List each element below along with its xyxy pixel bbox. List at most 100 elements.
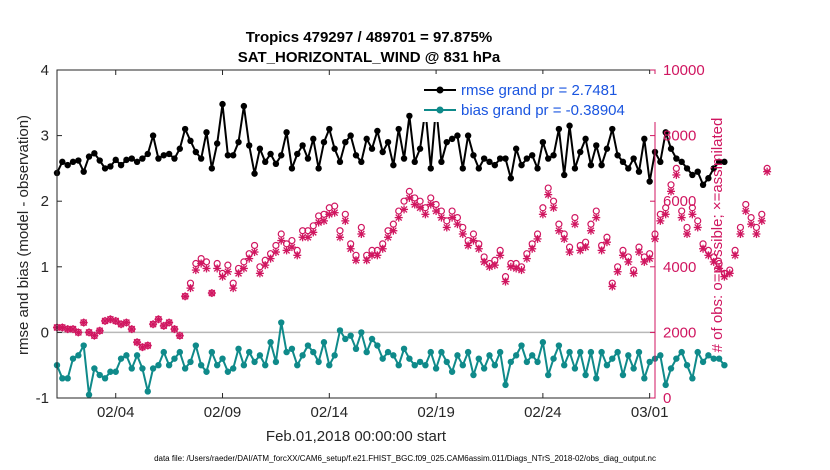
series-point-rmse [165, 150, 173, 158]
series-point-rmse [251, 170, 258, 177]
series-point-bias [523, 358, 531, 366]
obs-assimilated-point [368, 251, 377, 260]
series-point-bias [262, 362, 269, 369]
series-point-rmse [689, 171, 696, 179]
series-point-rmse [176, 145, 184, 152]
series-point-rmse [160, 152, 167, 159]
obs-assimilated-point [229, 284, 238, 293]
series-point-rmse [187, 137, 194, 145]
obs-assimilated-point [458, 230, 467, 238]
obs-assimilated-point [480, 257, 489, 266]
series-point-rmse [352, 152, 360, 159]
series-point-bias [699, 358, 707, 366]
series-point-bias [235, 345, 242, 352]
series-point-rmse [400, 155, 408, 162]
obs-assimilated-point [90, 331, 99, 340]
series-point-rmse [283, 129, 290, 136]
series-point-rmse [609, 125, 616, 133]
obs-assimilated-point [378, 244, 387, 253]
obs-assimilated-point [421, 210, 430, 219]
series-point-rmse [240, 102, 248, 110]
series-point-rmse [705, 175, 712, 182]
y-right-tick-label: 0 [663, 390, 671, 407]
y-right-tick-label: 6000 [663, 193, 696, 210]
series-point-rmse [502, 155, 509, 162]
obs-assimilated-point [394, 213, 403, 222]
series-point-bias [689, 375, 696, 382]
series-point-rmse [411, 158, 418, 166]
series-point-bias [112, 368, 119, 375]
series-point-bias [160, 348, 167, 356]
series-point-bias [384, 348, 392, 356]
series-point-rmse [582, 135, 589, 143]
series-point-rmse [96, 157, 103, 164]
series-point-rmse [598, 161, 605, 169]
obs-assimilated-point [400, 205, 409, 214]
series-point-rmse [112, 156, 119, 164]
series-point-bias [459, 362, 466, 369]
series-point-bias [395, 362, 402, 369]
series-point-rmse [384, 138, 392, 146]
series-point-bias [294, 362, 301, 369]
obs-assimilated-point [277, 236, 286, 245]
series-point-rmse [619, 158, 627, 166]
obs-assimilated-point [341, 216, 350, 225]
obs-assimilated-point [581, 243, 590, 252]
series-point-bias [272, 358, 280, 366]
series-point-rmse [518, 161, 525, 169]
y-right-tick-label: 10000 [663, 62, 705, 79]
series-point-rmse [625, 165, 632, 172]
series-point-rmse [80, 168, 87, 175]
series-point-rmse [304, 155, 312, 162]
series-point-rmse [374, 127, 381, 135]
series-point-rmse [331, 145, 338, 152]
obs-assimilated-point [362, 256, 371, 265]
obs-assimilated-point [346, 244, 355, 253]
series-point-bias [69, 355, 77, 362]
series-point-rmse [715, 158, 723, 166]
series-point-rmse [491, 161, 499, 169]
series-point-rmse [512, 145, 520, 152]
series-point-bias [593, 375, 600, 382]
series-point-bias [336, 327, 344, 334]
legend-marker-bias [436, 106, 444, 114]
series-point-bias [432, 365, 440, 372]
series-point-rmse [59, 158, 66, 166]
series-point-bias [518, 342, 525, 349]
series-point-rmse [486, 158, 493, 166]
series-point-rmse [139, 155, 146, 162]
series-point-bias [427, 348, 434, 356]
series-point-bias [219, 355, 226, 362]
obs-assimilated-point [111, 316, 120, 325]
obs-assimilated-point [303, 233, 312, 242]
obs-assimilated-point [725, 269, 734, 278]
series-point-rmse [566, 122, 573, 129]
obs-possible-point [683, 223, 691, 232]
obs-assimilated-point [234, 269, 243, 278]
obs-possible-point [694, 217, 702, 225]
x-tick-label: 02/09 [204, 404, 242, 421]
series-point-bias [267, 339, 274, 346]
obs-assimilated-point [239, 264, 248, 273]
obs-possible-point [400, 197, 408, 205]
series-point-bias [619, 371, 627, 379]
series-point-rmse [571, 165, 579, 172]
series-point-rmse [246, 142, 253, 149]
series-point-bias [96, 371, 103, 379]
obs-assimilated-point [741, 207, 750, 216]
obs-assimilated-point [613, 267, 622, 276]
obs-assimilated-point [319, 216, 328, 225]
series-point-rmse [416, 145, 424, 152]
series-point-bias [176, 348, 184, 356]
series-point-bias [91, 365, 98, 372]
series-point-rmse [69, 158, 77, 166]
obs-assimilated-point [149, 320, 158, 329]
series-point-rmse [667, 145, 675, 152]
series-point-bias [347, 332, 354, 339]
series-point-bias [635, 348, 643, 356]
series-point-rmse [438, 158, 445, 166]
obs-assimilated-point [202, 264, 211, 273]
series-point-bias [192, 342, 200, 349]
series-point-rmse [550, 152, 557, 159]
series-point-rmse [603, 145, 611, 152]
